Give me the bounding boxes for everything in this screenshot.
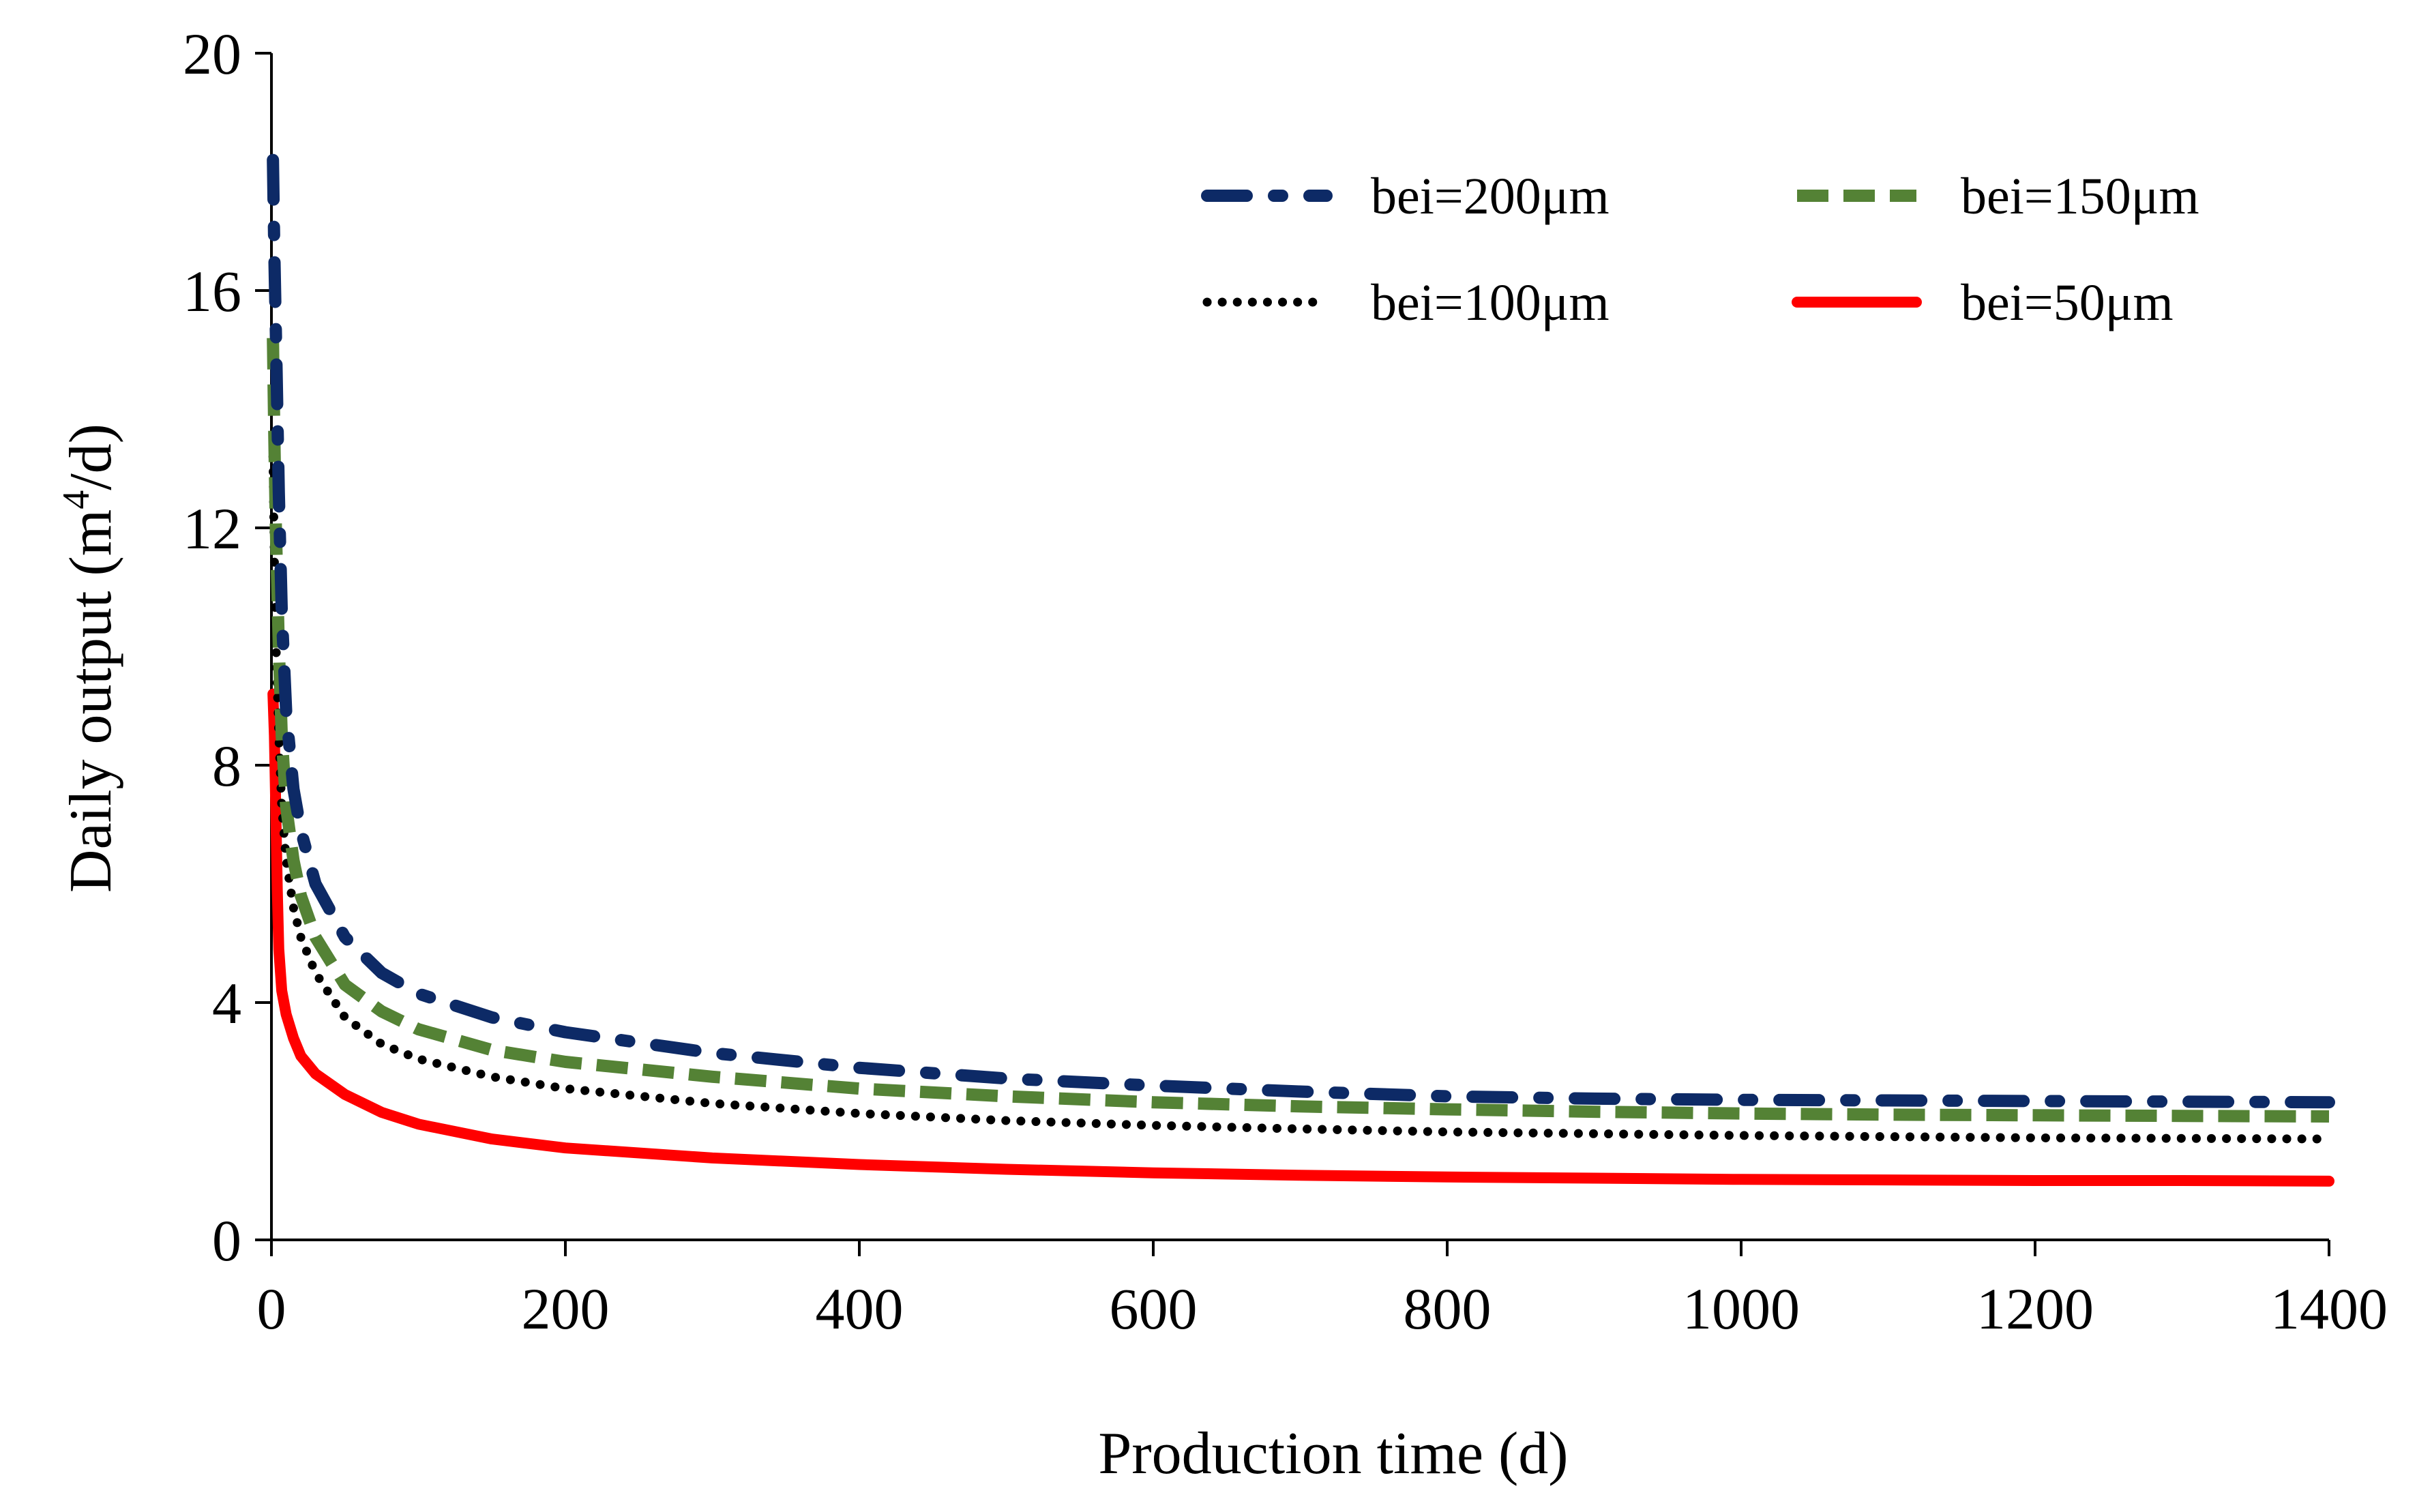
legend-label: bei=50μm (1961, 274, 2174, 331)
legend-label: bei=150μm (1961, 168, 2199, 225)
x-tick-label: 200 (522, 1276, 610, 1341)
x-tick-label: 400 (816, 1276, 904, 1341)
x-tick-label: 800 (1404, 1276, 1492, 1341)
y-tick-label: 16 (183, 258, 241, 324)
series-line (267, 688, 2334, 1187)
legend: bei=200μm bei=150μm bei=100μm bei=50μm (1201, 168, 2199, 331)
y-axis-title: Daily output (m4/d) (55, 424, 124, 893)
y-tick-label: 12 (183, 496, 241, 561)
x-tick-label: 1200 (1976, 1276, 2094, 1341)
x-tick-label: 0 (257, 1276, 286, 1341)
x-tick-label: 1000 (1682, 1276, 1800, 1341)
y-axis-title-superscript: 4 (55, 490, 98, 509)
x-axis-title: Production time (d) (1098, 1421, 1568, 1487)
legend-label: bei=100μm (1371, 274, 1610, 331)
x-tick-label: 600 (1110, 1276, 1198, 1341)
series-layer (267, 153, 2335, 1187)
y-axis-title-tail: /d) (58, 424, 124, 490)
legend-label: bei=200μm (1371, 168, 1610, 225)
y-tick-label: 0 (212, 1208, 241, 1273)
y-tick-label: 8 (212, 733, 241, 799)
series-line (267, 338, 2330, 1123)
y-tick-label: 20 (183, 21, 241, 87)
y-tick-label: 4 (212, 970, 241, 1036)
y-axis-title-main: Daily output (m (58, 509, 124, 893)
x-tick-label: 1400 (2270, 1276, 2388, 1341)
series-line (267, 153, 2335, 1109)
